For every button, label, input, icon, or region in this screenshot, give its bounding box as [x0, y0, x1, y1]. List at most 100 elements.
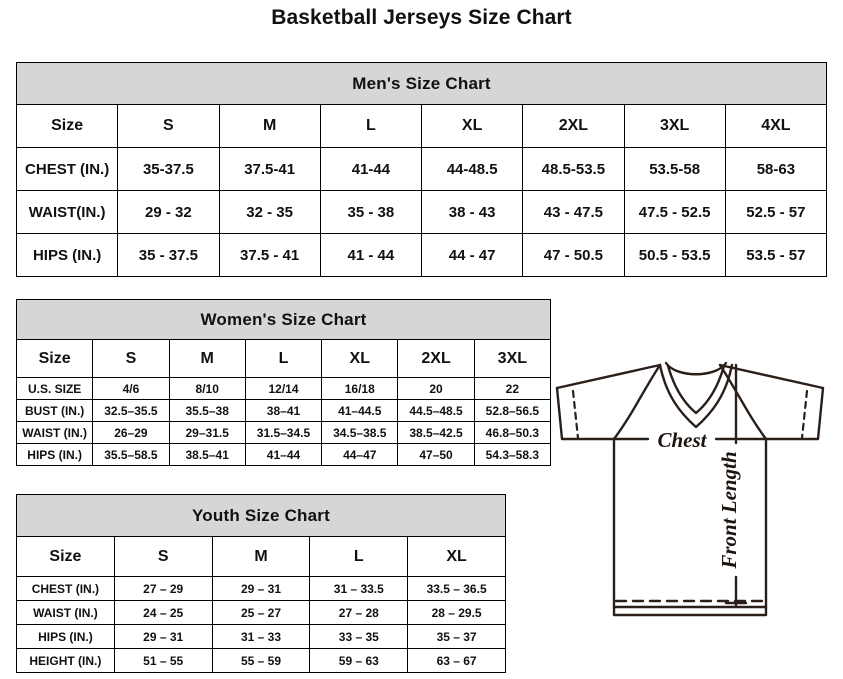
mens-row-label: HIPS (IN.): [15, 233, 119, 277]
table-row: HIPS (IN.) 35.5–58.5 38.5–41 41–44 44–47…: [15, 443, 552, 466]
womens-data-cell: 26–29: [92, 421, 170, 444]
youth-chart-band-label: Youth Size Chart: [16, 494, 506, 537]
womens-chart-band-label: Women's Size Chart: [16, 299, 551, 340]
mens-data-cell: 41-44: [319, 147, 423, 191]
mens-header-cell: S: [117, 104, 220, 148]
youth-header-row: Size S M L XL: [16, 536, 506, 577]
left-cuff-dashed-line: [571, 389, 580, 440]
mens-data-cell: 47.5 - 52.5: [623, 190, 726, 234]
womens-header-cell: Size: [15, 339, 94, 378]
page-title: Basketball Jerseys Size Chart: [271, 6, 572, 29]
mens-data-cell: 38 - 43: [420, 190, 524, 234]
womens-header-cell: M: [168, 339, 246, 378]
table-row: HEIGHT (IN.) 51 – 55 55 – 59 59 – 63 63 …: [16, 648, 506, 673]
youth-band-row: Youth Size Chart: [16, 494, 506, 537]
womens-size-chart-table: Women's Size Chart Size S M L XL 2XL 3XL…: [15, 299, 552, 466]
mens-data-cell: 29 - 32: [117, 190, 220, 234]
youth-row-label: CHEST (IN.): [16, 576, 115, 601]
table-row: CHEST (IN.) 35-37.5 37.5-41 41-44 44-48.…: [15, 147, 828, 191]
mens-header-cell: XL: [420, 104, 524, 148]
youth-data-cell: 31 – 33.5: [309, 576, 409, 601]
womens-data-cell: 41–44.5: [321, 399, 399, 422]
mens-data-cell: 44 - 47: [420, 233, 524, 277]
womens-data-cell: 16/18: [321, 377, 399, 400]
left-sleeve-outline: [555, 386, 616, 441]
womens-header-cell: 2XL: [397, 339, 475, 378]
youth-data-cell: 59 – 63: [309, 648, 409, 673]
hem-band: [612, 605, 768, 617]
youth-header-cell: Size: [16, 536, 115, 577]
womens-data-cell: 34.5–38.5: [321, 421, 399, 444]
womens-row-label: HIPS (IN.): [15, 443, 94, 466]
mens-data-cell: 50.5 - 53.5: [623, 233, 726, 277]
youth-data-cell: 29 – 31: [211, 576, 311, 601]
womens-data-cell: 41–44: [244, 443, 323, 466]
mens-data-cell: 44-48.5: [420, 147, 524, 191]
mens-band-row: Men's Size Chart: [16, 62, 827, 105]
table-row: WAIST (IN.) 26–29 29–31.5 31.5–34.5 34.5…: [15, 421, 552, 444]
womens-data-cell: 8/10: [168, 377, 246, 400]
mens-data-cell: 43 - 47.5: [522, 190, 625, 234]
womens-row-label: WAIST (IN.): [15, 421, 94, 444]
chest-measurement-label: Chest: [657, 428, 707, 452]
womens-data-cell: 12/14: [244, 377, 323, 400]
mens-row-label: CHEST (IN.): [15, 147, 119, 191]
youth-row-label: WAIST (IN.): [16, 600, 115, 625]
right-cuff-dashed-line: [800, 389, 809, 440]
youth-data-cell: 29 – 31: [113, 624, 213, 649]
mens-header-row: Size S M L XL 2XL 3XL 4XL: [15, 104, 828, 148]
mens-data-cell: 35 - 37.5: [117, 233, 220, 277]
womens-data-cell: 38.5–41: [168, 443, 246, 466]
womens-data-cell: 20: [397, 377, 475, 400]
youth-data-cell: 27 – 28: [309, 600, 409, 625]
right-sleeve-inner: [718, 363, 768, 441]
youth-data-cell: 27 – 29: [113, 576, 213, 601]
youth-header-cell: S: [113, 536, 213, 577]
womens-data-cell: 54.3–58.3: [473, 443, 552, 466]
mens-chart-band-label: Men's Size Chart: [16, 62, 827, 105]
youth-header-cell: XL: [407, 536, 506, 577]
torso-outline: [612, 437, 768, 609]
youth-data-cell: 33 – 35: [309, 624, 409, 649]
mens-data-cell: 53.5 - 57: [724, 233, 828, 277]
womens-row-label: U.S. SIZE: [15, 377, 94, 400]
womens-header-cell: S: [92, 339, 170, 378]
womens-header-cell: L: [244, 339, 323, 378]
mens-data-cell: 58-63: [724, 147, 828, 191]
youth-data-cell: 24 – 25: [113, 600, 213, 625]
table-row: HIPS (IN.) 35 - 37.5 37.5 - 41 41 - 44 4…: [15, 233, 828, 277]
jersey-measurement-diagram: Chest Front Length: [540, 355, 840, 645]
womens-data-cell: 29–31.5: [168, 421, 246, 444]
mens-header-cell: L: [319, 104, 423, 148]
left-shoulder-line: [555, 363, 662, 390]
table-row: WAIST(IN.) 29 - 32 32 - 35 35 - 38 38 - …: [15, 190, 828, 234]
womens-data-cell: 47–50: [397, 443, 475, 466]
mens-header-cell: Size: [15, 104, 119, 148]
mens-data-cell: 35-37.5: [117, 147, 220, 191]
youth-data-cell: 63 – 67: [407, 648, 506, 673]
vneck-inner: [666, 364, 726, 415]
youth-row-label: HIPS (IN.): [16, 624, 115, 649]
mens-data-cell: 48.5-53.5: [522, 147, 625, 191]
youth-data-cell: 35 – 37: [407, 624, 506, 649]
youth-row-label: HEIGHT (IN.): [16, 648, 115, 673]
mens-header-cell: M: [218, 104, 321, 148]
mens-data-cell: 35 - 38: [319, 190, 423, 234]
mens-data-cell: 47 - 50.5: [522, 233, 625, 277]
womens-data-cell: 32.5–35.5: [92, 399, 170, 422]
right-sleeve-outline: [764, 386, 825, 441]
collar-band: [664, 361, 728, 376]
womens-data-cell: 31.5–34.5: [244, 421, 323, 444]
womens-data-cell: 38–41: [244, 399, 323, 422]
womens-data-cell: 35.5–58.5: [92, 443, 170, 466]
womens-header-row: Size S M L XL 2XL 3XL: [15, 339, 552, 378]
youth-header-cell: M: [211, 536, 311, 577]
mens-size-chart-table: Men's Size Chart Size S M L XL 2XL 3XL 4…: [15, 62, 828, 277]
mens-data-cell: 52.5 - 57: [724, 190, 828, 234]
womens-data-cell: 44.5–48.5: [397, 399, 475, 422]
mens-data-cell: 53.5-58: [623, 147, 726, 191]
womens-header-cell: 3XL: [473, 339, 552, 378]
womens-data-cell: 44–47: [321, 443, 399, 466]
youth-data-cell: 25 – 27: [211, 600, 311, 625]
womens-data-cell: 35.5–38: [168, 399, 246, 422]
